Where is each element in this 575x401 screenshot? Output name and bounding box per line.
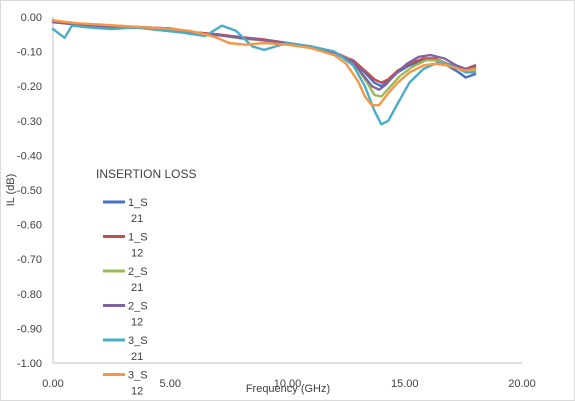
legend-label-sub: 21 xyxy=(131,351,143,363)
x-tick-label: 20.00 xyxy=(508,378,536,390)
series-line-3_s12 xyxy=(51,19,477,107)
y-axis-title: IL (dB) xyxy=(5,174,17,207)
legend-label-sub: 12 xyxy=(131,248,143,260)
y-tick-label: 0.00 xyxy=(21,12,42,24)
y-tick-label: -0.40 xyxy=(17,150,42,162)
y-tick-label: -0.10 xyxy=(17,47,42,59)
x-tick-label: 15.00 xyxy=(391,378,419,390)
y-tick-label: -0.50 xyxy=(17,185,42,197)
x-tick-labels: 0.00 5.00 10.00 15.00 20.00 xyxy=(42,378,535,390)
series-line-2_s21 xyxy=(51,21,477,98)
legend-label: 1_S xyxy=(128,197,148,209)
y-tick-label: -1.00 xyxy=(17,358,42,370)
legend-label-sub: 21 xyxy=(131,282,143,294)
y-tick-labels: 0.00 -0.10 -0.20 -0.30 -0.40 -0.50 -0.60 -0.70 -… xyxy=(17,12,42,370)
legend-label: 1_S xyxy=(128,232,148,244)
y-tick-label: -0.90 xyxy=(17,323,42,335)
legend-label-sub: 12 xyxy=(131,317,143,329)
legend-label: 3_S xyxy=(128,370,148,382)
y-tick-label: -0.80 xyxy=(17,289,42,301)
legend-label-sub: 12 xyxy=(131,386,143,398)
y-tick-label: -0.30 xyxy=(17,116,42,128)
legend-label-sub: 21 xyxy=(131,213,143,225)
y-tick-label: -0.60 xyxy=(17,220,42,232)
series-line-3_s21 xyxy=(51,24,477,126)
legend-label: 2_S xyxy=(128,301,148,313)
x-axis-title: Frequency (GHz) xyxy=(246,383,330,395)
x-tick-label: 5.00 xyxy=(160,378,181,390)
series-line-1_s21 xyxy=(51,19,477,88)
x-tick-label: 10.00 xyxy=(274,378,302,390)
legend-label: 3_S xyxy=(128,335,148,347)
legend: 1_S 21 1_S 12 2_S 21 2_S 12 3_S 21 3_S 12 xyxy=(103,197,148,398)
legend-label: 2_S xyxy=(128,266,148,278)
series-lines xyxy=(51,19,477,126)
x-tick-label: 0.00 xyxy=(42,378,63,390)
y-tick-label: -0.70 xyxy=(17,254,42,266)
chart-title: INSERTION LOSS xyxy=(96,167,196,181)
y-tick-label: -0.20 xyxy=(17,81,42,93)
